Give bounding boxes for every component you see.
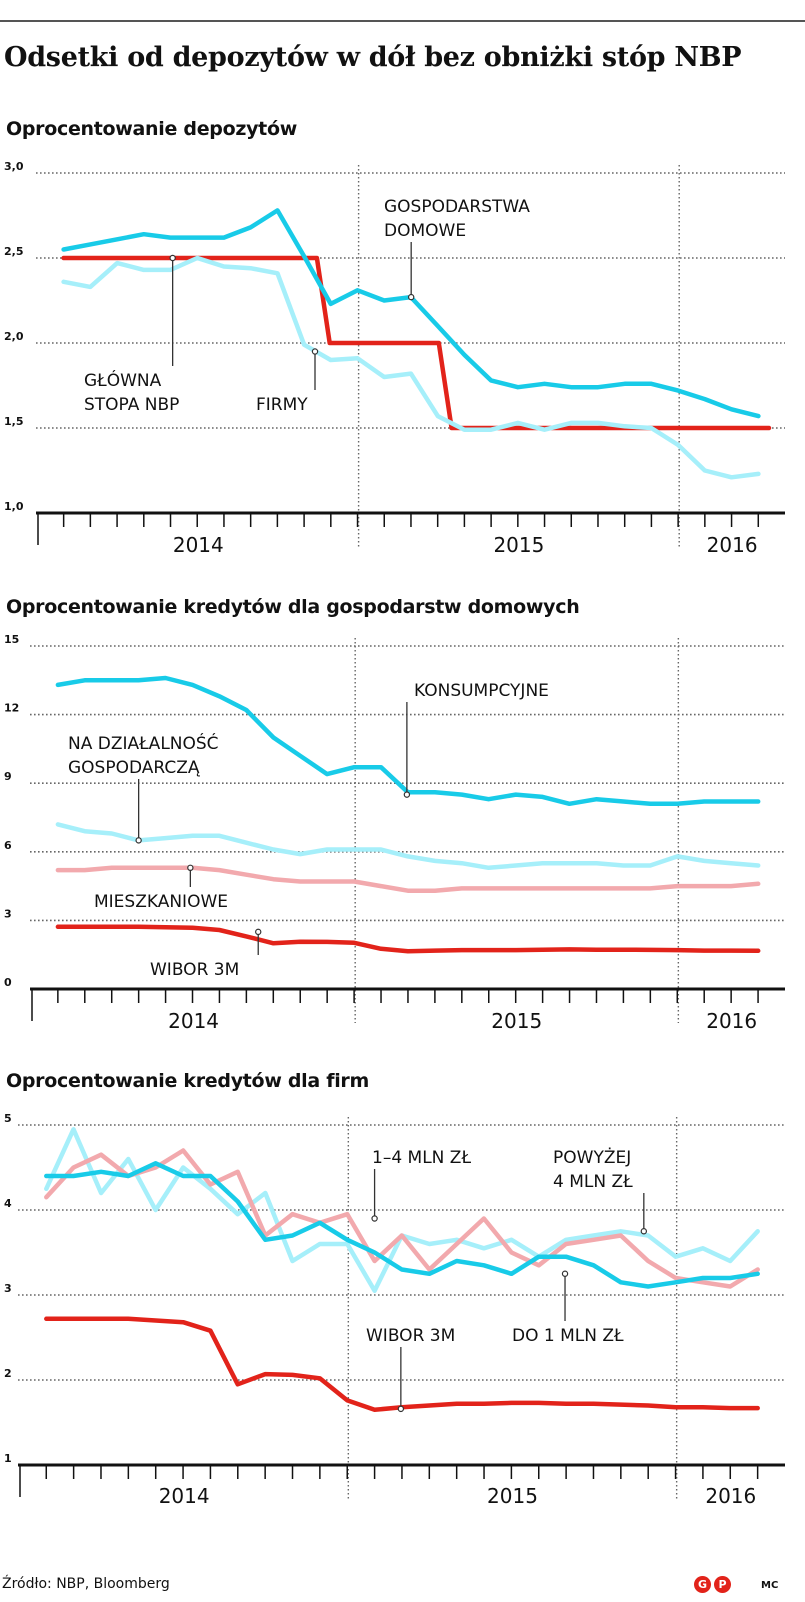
series-line-gospodarstwa-domowe (61, 208, 761, 419)
y-tick-label: 12 (4, 702, 19, 715)
annotation-label-wibor-3m: WIBOR 3M (150, 960, 239, 980)
series-line-firmy (61, 255, 761, 480)
annotation-marker (397, 1405, 405, 1413)
chart-1-title: Oprocentowanie depozytów (6, 118, 297, 140)
annotation-label-mieszkaniowe: MIESZKANIOWE (94, 892, 228, 912)
annotation-marker (371, 1215, 378, 1222)
annotation-label-na-dzialalnosc-gospodarcza: GOSPODARCZĄ (68, 758, 200, 778)
annotation-marker (255, 928, 262, 936)
annotation-label-powyzej-4-mln-zl: 4 MLN ZŁ (553, 1172, 633, 1192)
annotation-label-glowna-stopa-nbp: STOPA NBP (84, 395, 179, 415)
y-tick-label: 2,0 (4, 330, 24, 343)
main-title: Odsetki od depozytów w dół bez obniżki s… (4, 42, 742, 73)
annotation-marker (169, 254, 176, 262)
y-tick-label: 6 (4, 839, 12, 852)
annotation-label-powyzej-4-mln-zl: POWYŻEJ (553, 1147, 631, 1168)
series-line-do-1-mln-zl (44, 1161, 760, 1289)
annotation-label-gospodarstwa-domowe: DOMOWE (384, 221, 466, 241)
household-loans-chart: 0 3 6 9 12 15 2014 2015 2016 KONSUMPCYJNE NA DZIAŁ… (4, 633, 785, 1033)
y-tick-label: 9 (4, 770, 12, 783)
year-label: 2015 (491, 1009, 542, 1033)
year-label: 2014 (168, 1009, 219, 1033)
year-label: 2014 (173, 533, 224, 557)
y-tick-label: 4 (4, 1197, 12, 1210)
y-tick-label: 1 (4, 1452, 12, 1465)
annotation-label-firmy: FIRMY (256, 395, 308, 415)
annotation-marker (403, 791, 411, 798)
y-tick-label: 2,5 (4, 245, 24, 258)
header-rule (0, 20, 805, 22)
y-tick-label: 3,0 (4, 160, 24, 173)
y-tick-label: 3 (4, 1282, 12, 1295)
year-label: 2016 (707, 533, 758, 557)
annotation-marker (407, 293, 415, 301)
source-note: Źródło: NBP, Bloomberg (2, 1576, 170, 1592)
publisher-logo-p: P (714, 1576, 731, 1593)
author-initials: MC (761, 1580, 779, 1591)
series-line-powyzej-4-mln-zl (44, 1148, 760, 1289)
publisher-logo-g: G (694, 1576, 711, 1593)
annotation-label-gospodarstwa-domowe: GOSPODARSTWA (384, 197, 530, 217)
y-tick-label: 1,5 (4, 415, 24, 428)
year-label: 2015 (487, 1484, 538, 1508)
year-label: 2014 (159, 1484, 210, 1508)
series-line-mieszkaniowe (55, 865, 761, 893)
annotation-label-do-1-mln-zl: DO 1 MLN ZŁ (512, 1326, 624, 1346)
annotation-marker (135, 837, 142, 844)
y-tick-label: 3 (4, 907, 12, 920)
chart-2-title: Oprocentowanie kredytów dla gospodarstw … (6, 596, 580, 618)
series-line-wibor-3m (55, 924, 761, 954)
y-tick-label: 1,0 (4, 500, 24, 513)
annotation-label-konsumpcyjne: KONSUMPCYJNE (414, 681, 549, 701)
annotation-marker (187, 864, 194, 872)
annotation-marker (311, 348, 319, 355)
year-label: 2015 (493, 533, 544, 557)
annotation-marker (640, 1228, 648, 1235)
annotation-marker (561, 1270, 569, 1277)
y-tick-label: 5 (4, 1112, 12, 1125)
corporate-loans-chart: 1 2 3 4 5 2014 2015 2016 1–4 MLN ZŁ POWYŻEJ 4 MLN … (4, 1112, 785, 1508)
year-label: 2016 (705, 1484, 756, 1508)
y-tick-label: 0 (4, 976, 12, 989)
year-label: 2016 (706, 1009, 757, 1033)
annotation-label-glowna-stopa-nbp: GŁÓWNA (84, 369, 162, 391)
annotation-label-wibor-3m: WIBOR 3M (366, 1326, 455, 1346)
y-tick-label: 2 (4, 1367, 12, 1380)
series-line-na-dzialalnosc-gospodarcza (55, 822, 761, 871)
chart-3-title: Oprocentowanie kredytów dla firm (6, 1070, 369, 1092)
annotation-label-na-dzialalnosc-gospodarcza: NA DZIAŁALNOŚĆ (68, 732, 219, 754)
deposits-chart: 1,0 1,5 2,0 2,5 3,0 2014 2015 2016 GOSPODARSTWA D… (4, 160, 785, 557)
annotation-label-1-4-mln-zl: 1–4 MLN ZŁ (372, 1148, 471, 1168)
y-tick-label: 15 (4, 633, 19, 646)
